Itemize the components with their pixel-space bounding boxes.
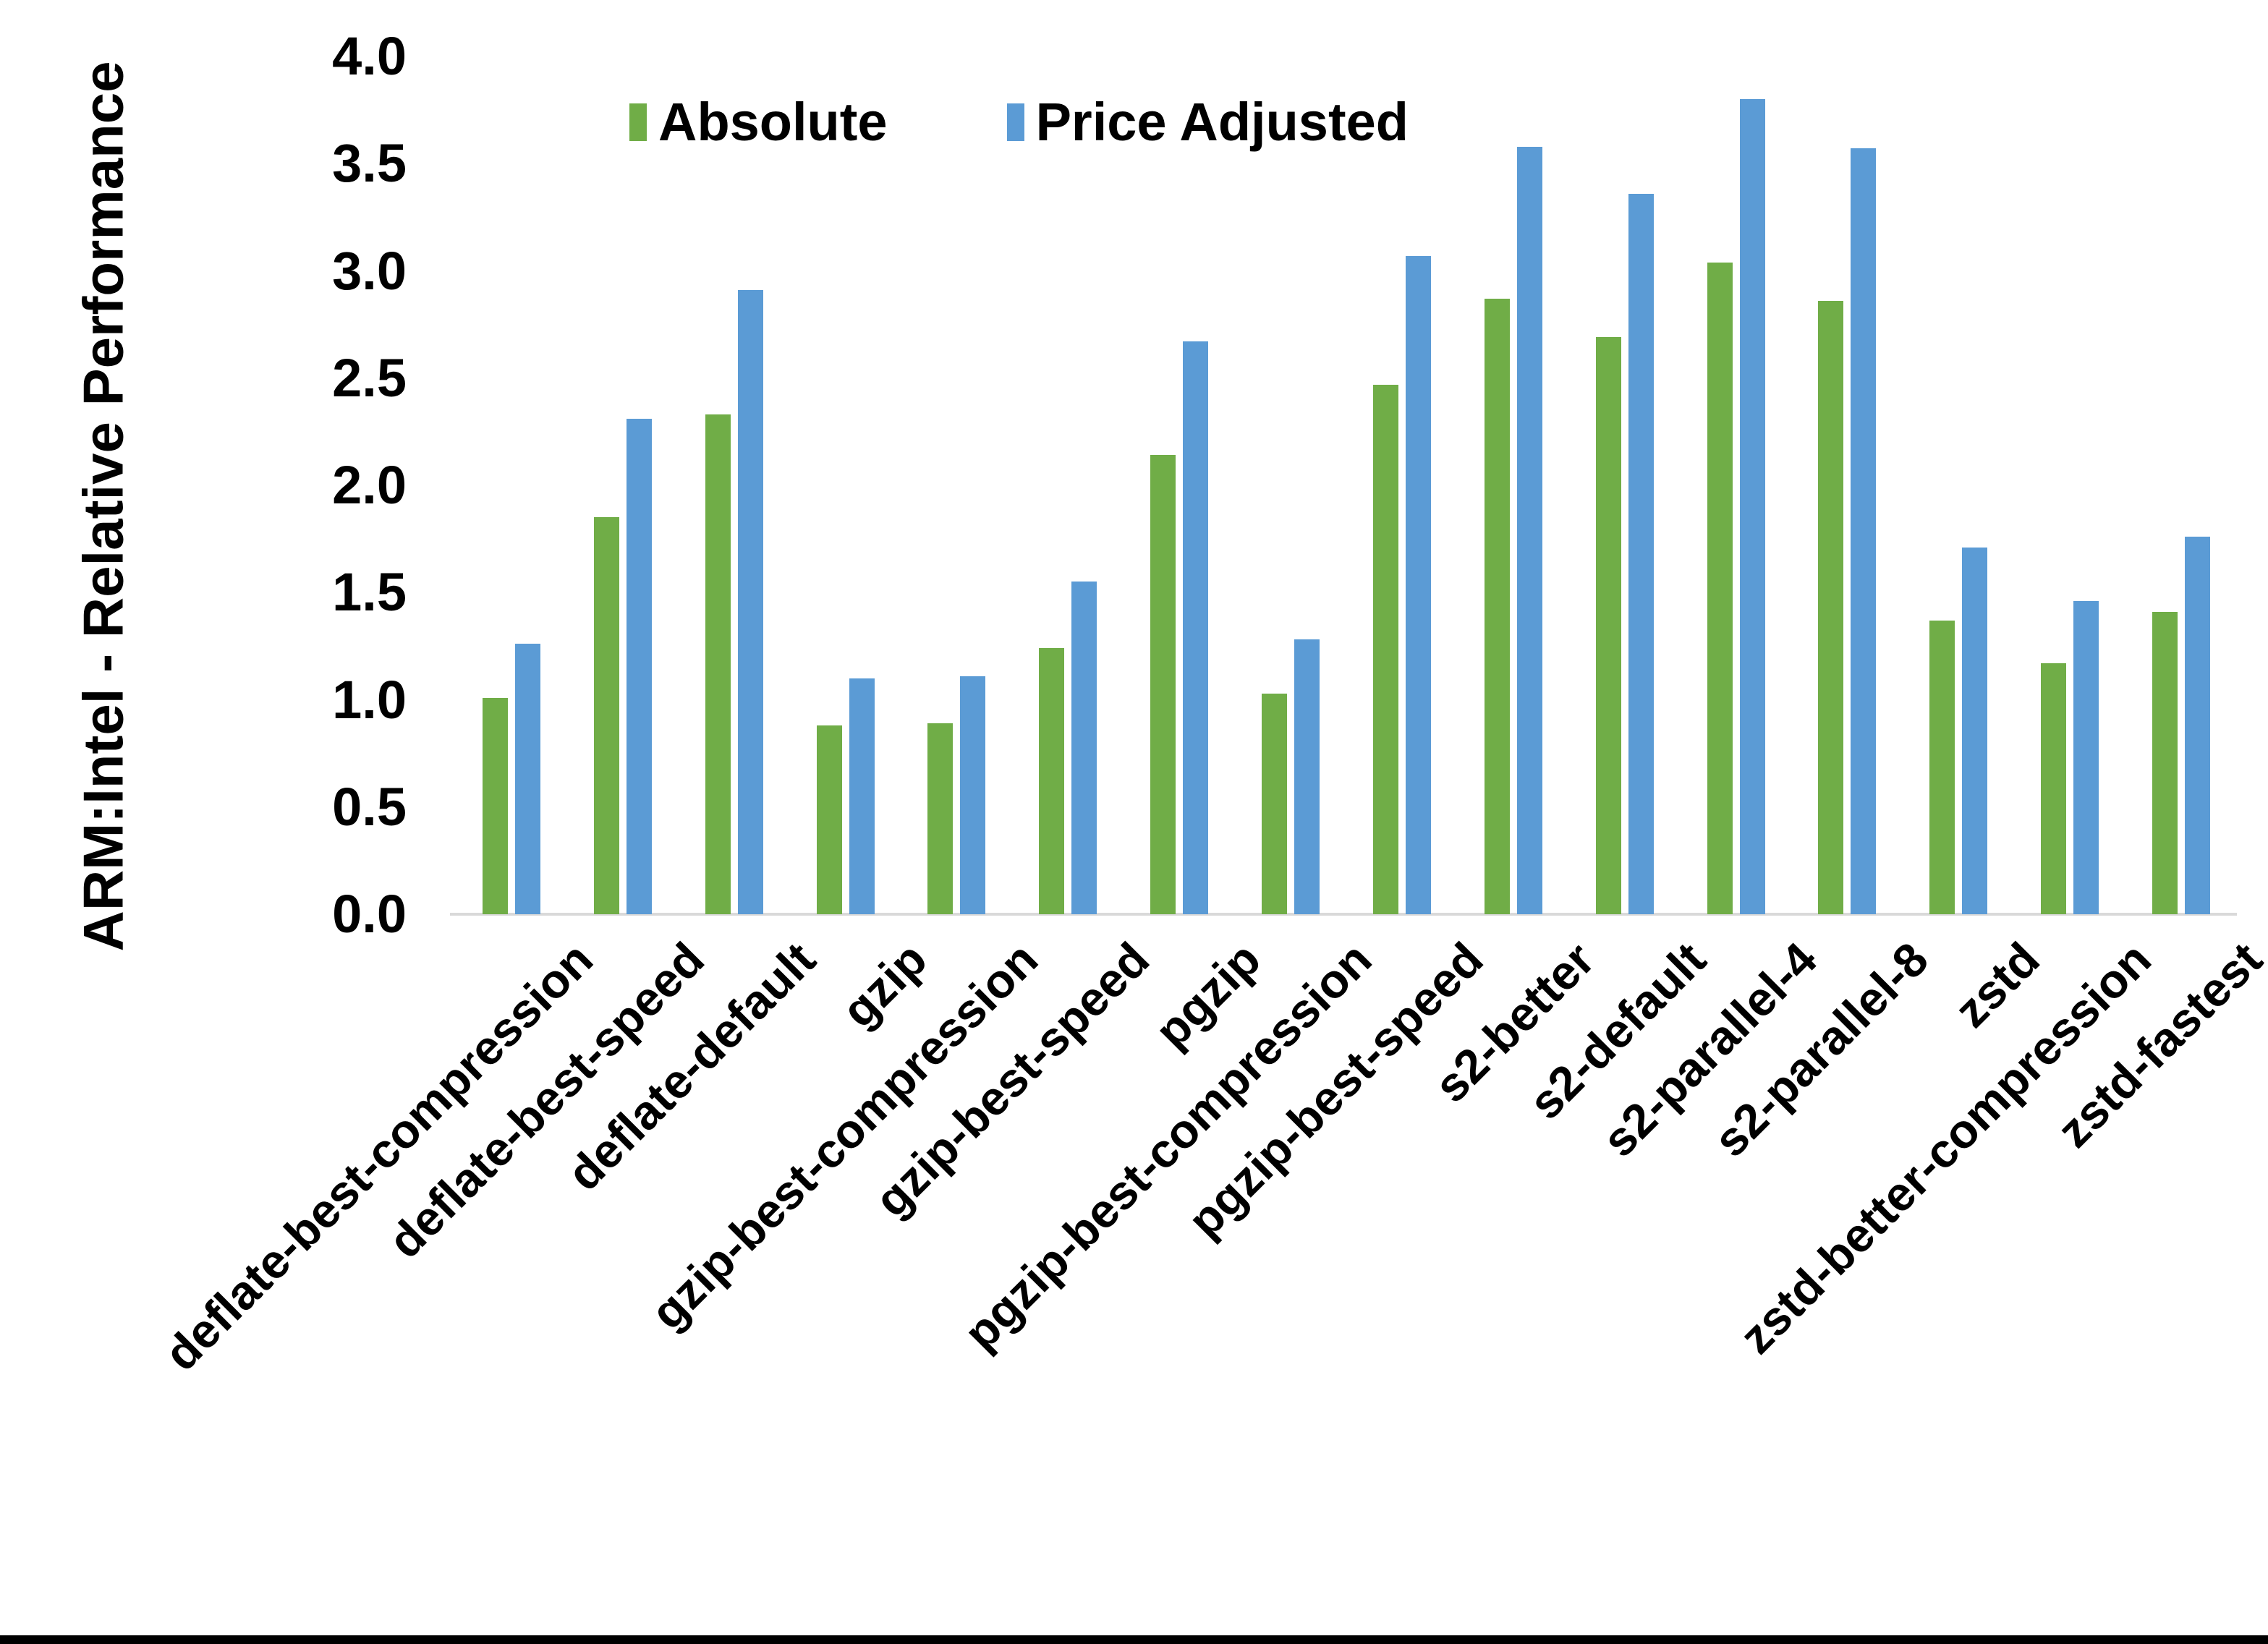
- bar-price-adjusted: [1628, 193, 1654, 914]
- bar-price-adjusted: [1405, 255, 1431, 914]
- bar-price-adjusted: [1516, 146, 1542, 914]
- legend-swatch-price-adjusted-icon: [1006, 103, 1024, 141]
- legend-label-price-adjusted: Price Adjusted: [1035, 92, 1409, 152]
- bar-price-adjusted: [514, 644, 540, 914]
- bar-absolute: [1929, 620, 1955, 914]
- legend-swatch-absolute-icon: [629, 103, 647, 141]
- bar-absolute: [1707, 262, 1733, 914]
- legend-item-price-adjusted: Price Adjusted: [1006, 92, 1409, 152]
- bar-absolute: [816, 725, 842, 914]
- bar-price-adjusted: [1739, 99, 1765, 914]
- bar-price-adjusted: [626, 419, 652, 914]
- bar-absolute: [705, 414, 731, 914]
- bar-absolute: [2041, 663, 2067, 914]
- legend-label-absolute: Absolute: [658, 92, 888, 152]
- bar-absolute: [1595, 337, 1621, 914]
- bar-price-adjusted: [960, 676, 986, 914]
- bar-price-adjusted: [1071, 582, 1097, 914]
- bar-absolute: [1818, 301, 1844, 914]
- y-axis-title: ARM:Intel - Relative Performance: [71, 61, 135, 952]
- legend-item-absolute: Absolute: [629, 95, 888, 149]
- bar-price-adjusted: [1962, 547, 1988, 914]
- bar-absolute: [1372, 384, 1398, 914]
- y-tick-label: 1.5: [332, 562, 407, 623]
- bar-price-adjusted: [1294, 639, 1320, 914]
- bar-absolute: [1039, 648, 1065, 914]
- legend: Absolute Price Adjusted: [629, 95, 1409, 149]
- bottom-frame-bar: [0, 1635, 2268, 1644]
- bar-absolute: [593, 517, 619, 914]
- y-tick-label: 1.0: [332, 669, 407, 730]
- bar-absolute: [1150, 455, 1176, 914]
- bar-absolute: [927, 723, 954, 914]
- bar-price-adjusted: [737, 290, 763, 914]
- y-tick-label: 0.0: [332, 884, 407, 944]
- bar-absolute: [482, 697, 508, 914]
- bar-price-adjusted: [1851, 148, 1877, 914]
- bar-absolute: [1262, 693, 1288, 914]
- x-category-label: deflate-best-compression: [153, 932, 603, 1381]
- y-tick-label: 0.5: [332, 776, 407, 837]
- bar-absolute: [1484, 299, 1510, 914]
- y-tick-label: 3.5: [332, 133, 407, 194]
- bar-price-adjusted: [2073, 601, 2099, 914]
- y-tick-label: 2.5: [332, 347, 407, 408]
- x-axis-line: [450, 913, 2237, 916]
- bar-absolute: [2152, 611, 2178, 914]
- bar-price-adjusted: [849, 678, 875, 914]
- y-tick-label: 2.0: [332, 455, 407, 515]
- bar-price-adjusted: [2185, 537, 2211, 914]
- y-tick-label: 4.0: [332, 26, 407, 86]
- y-tick-label: 3.0: [332, 240, 407, 301]
- bar-price-adjusted: [1183, 341, 1209, 914]
